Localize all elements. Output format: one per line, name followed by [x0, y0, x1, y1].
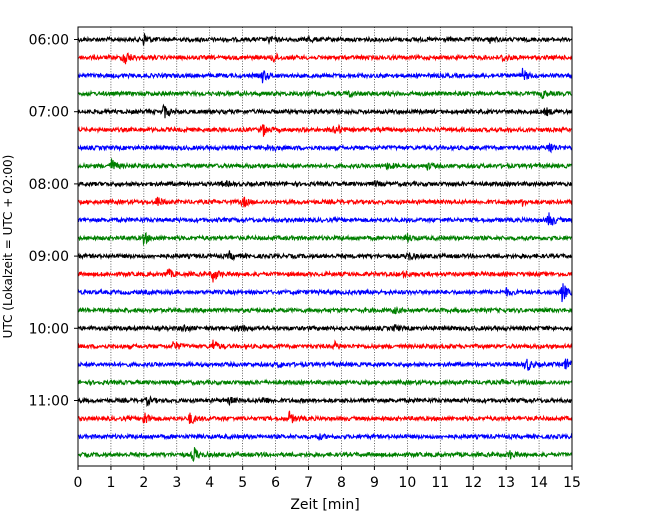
trace-0615 — [77, 51, 573, 65]
trace-0700 — [77, 103, 573, 119]
trace-1000 — [77, 324, 573, 333]
x-tick-label: 15 — [563, 475, 581, 491]
x-tick-label: 12 — [464, 475, 482, 491]
trace-1130 — [77, 432, 573, 441]
x-tick-label: 6 — [271, 475, 280, 491]
trace-1115 — [77, 410, 573, 425]
y-tick-label: 08:00 — [29, 177, 69, 193]
x-tick-label: 7 — [304, 475, 313, 491]
trace-0830 — [77, 212, 573, 226]
trace-0945 — [77, 305, 573, 315]
y-tick-label: 09:00 — [29, 249, 69, 265]
x-tick-label: 0 — [74, 475, 83, 491]
x-tick-label: 3 — [172, 475, 181, 491]
y-axis-ticks: 06:00 07:00 08:00 09:00 10:00 11:00 — [29, 33, 78, 410]
trace-0600 — [77, 33, 573, 46]
plot-frame — [77, 26, 573, 467]
trace-1145 — [77, 447, 573, 462]
x-tick-label: 11 — [431, 475, 449, 491]
trace-1045 — [77, 378, 573, 387]
trace-0645 — [77, 89, 573, 100]
trace-0715 — [77, 123, 573, 137]
trace-0745 — [77, 158, 573, 171]
y-tick-label: 11:00 — [29, 394, 69, 410]
seismic-traces — [77, 33, 573, 462]
x-tick-label: 2 — [139, 475, 148, 491]
x-axis-ticks: 0 1 2 3 4 5 6 7 8 9 10 11 12 13 14 15 — [74, 466, 581, 491]
trace-0900 — [77, 250, 573, 262]
trace-1100 — [77, 395, 573, 407]
trace-0730 — [77, 142, 573, 154]
x-tick-label: 1 — [106, 475, 115, 491]
grid-lines — [110, 27, 540, 466]
x-tick-label: 8 — [337, 475, 346, 491]
trace-0630 — [77, 67, 573, 84]
x-tick-label: 5 — [238, 475, 247, 491]
y-tick-label: 07:00 — [29, 105, 69, 121]
trace-0845 — [77, 231, 573, 247]
x-tick-label: 4 — [205, 475, 214, 491]
x-tick-label: 14 — [530, 475, 548, 491]
x-axis-label: Zeit [min] — [290, 497, 359, 513]
y-axis-label: UTC (Lokalzeit = UTC + 02:00) — [1, 155, 15, 339]
trace-1015 — [77, 339, 573, 351]
trace-1030 — [77, 358, 573, 371]
x-tick-label: 9 — [370, 475, 379, 491]
trace-0915 — [77, 268, 573, 283]
x-tick-label: 10 — [398, 475, 416, 491]
x-tick-label: 13 — [497, 475, 515, 491]
y-tick-label: 10:00 — [29, 321, 69, 337]
y-tick-label: 06:00 — [29, 33, 69, 49]
trace-0800 — [77, 179, 573, 188]
trace-0815 — [77, 196, 573, 208]
trace-0930 — [77, 283, 573, 303]
